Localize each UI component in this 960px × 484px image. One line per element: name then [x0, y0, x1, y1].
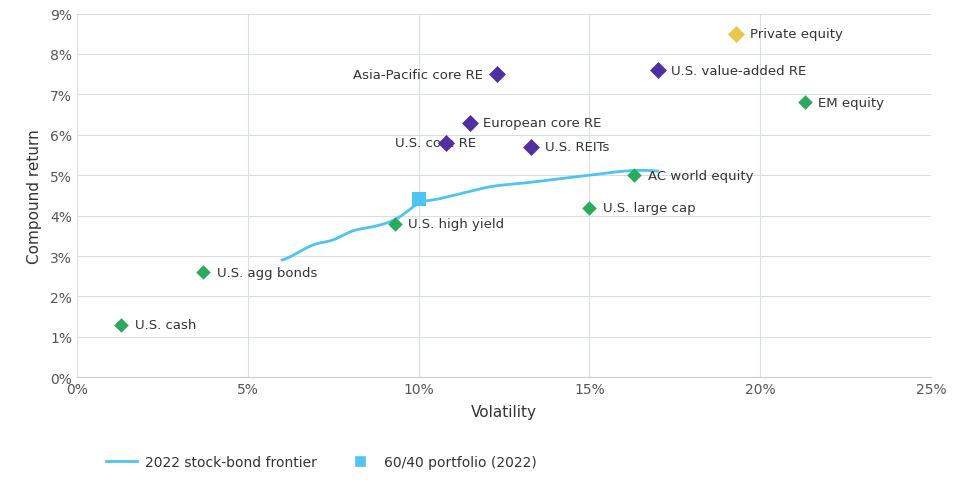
Text: U.S. value-added RE: U.S. value-added RE — [671, 64, 806, 77]
Text: EM equity: EM equity — [819, 97, 884, 110]
Point — [582, 204, 597, 212]
Text: Private equity: Private equity — [750, 28, 843, 41]
Text: U.S. agg bonds: U.S. agg bonds — [217, 266, 318, 279]
Point — [650, 67, 665, 75]
Point — [196, 269, 211, 276]
Text: Asia-Pacific core RE: Asia-Pacific core RE — [353, 69, 484, 81]
Point — [387, 220, 402, 228]
Legend: 2022 stock-bond frontier, 60/40 portfolio (2022): 2022 stock-bond frontier, 60/40 portfoli… — [101, 450, 542, 475]
Point — [438, 140, 453, 148]
Point — [490, 71, 505, 79]
Text: European core RE: European core RE — [484, 117, 602, 130]
Text: AC world equity: AC world equity — [648, 169, 753, 182]
Point — [411, 196, 426, 204]
X-axis label: Volatility: Volatility — [471, 405, 537, 420]
Y-axis label: Compound return: Compound return — [27, 129, 41, 263]
Point — [523, 144, 539, 151]
Text: U.S. REITs: U.S. REITs — [545, 141, 610, 154]
Point — [462, 120, 477, 127]
Text: U.S. core RE: U.S. core RE — [395, 137, 476, 150]
Point — [729, 31, 744, 39]
Text: U.S. high yield: U.S. high yield — [408, 218, 504, 231]
Text: U.S. large cap: U.S. large cap — [603, 202, 696, 214]
Text: U.S. cash: U.S. cash — [135, 318, 196, 332]
Point — [626, 172, 641, 180]
Point — [113, 321, 129, 329]
Point — [797, 99, 812, 107]
